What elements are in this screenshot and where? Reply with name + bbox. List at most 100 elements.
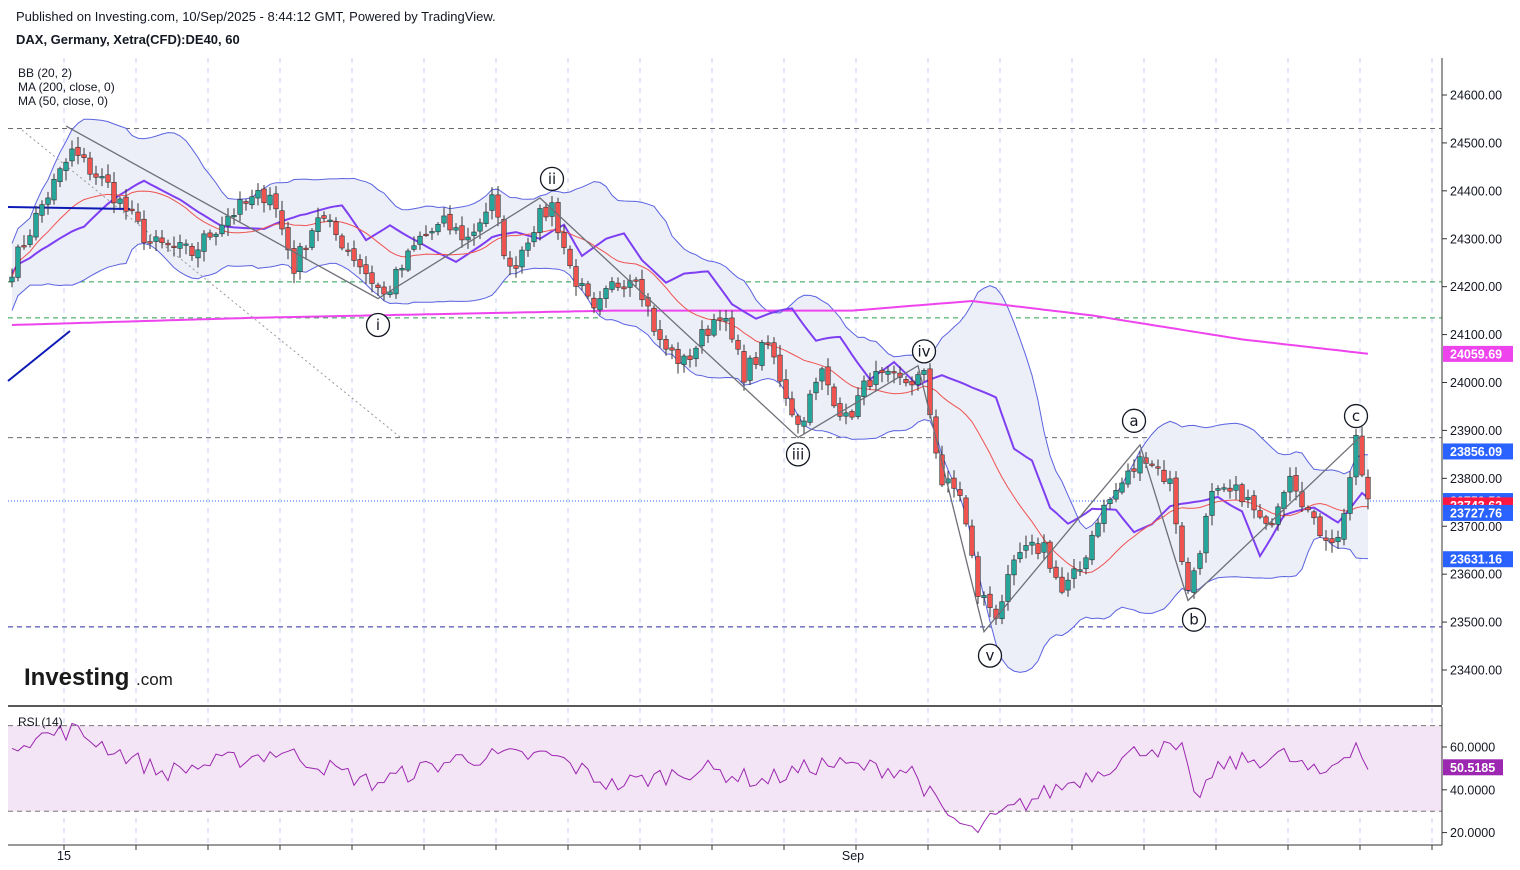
candle (831, 383, 837, 409)
wave-circle (1181, 607, 1207, 632)
wave-circle (1343, 403, 1369, 429)
candle-body (1131, 468, 1137, 472)
candle (75, 137, 81, 165)
candle-body (465, 236, 471, 241)
candle-body (327, 219, 333, 222)
candle-body (591, 297, 597, 309)
candle-body (1281, 492, 1287, 510)
candle (39, 200, 45, 223)
candle-body (771, 342, 777, 358)
candle (1233, 475, 1239, 500)
candle-body (1065, 579, 1071, 591)
investing-logo: Investing .com (24, 664, 173, 691)
candle (369, 265, 375, 293)
wave-circle (365, 312, 391, 338)
candle (1089, 530, 1095, 565)
candle-body (1059, 576, 1065, 593)
candles (9, 137, 1371, 625)
candle (687, 348, 693, 368)
candle (1245, 489, 1251, 508)
candle (675, 342, 681, 374)
price-tick-label: 23400.00 (1450, 664, 1502, 678)
wave-text: iv (917, 342, 930, 360)
candle-body (111, 182, 117, 204)
candle (1317, 513, 1323, 538)
candle-body (1029, 541, 1035, 546)
candle (807, 389, 813, 426)
candle (885, 366, 891, 383)
candle (429, 227, 435, 240)
candle (1239, 482, 1245, 507)
wave-label-ii: ii (539, 166, 565, 192)
candle (597, 291, 603, 316)
candle (447, 205, 453, 235)
candle (879, 366, 885, 383)
candle-body (243, 201, 249, 204)
candle (717, 310, 723, 331)
candle (123, 189, 129, 220)
candle-body (345, 249, 351, 252)
candle-body (459, 225, 465, 241)
candle-body (1317, 516, 1323, 537)
wave-text: v (986, 647, 995, 665)
candle-body (909, 380, 915, 386)
candle-body (129, 208, 135, 212)
candle-body (369, 272, 375, 284)
candle-body (321, 215, 327, 219)
candle (591, 292, 597, 314)
candle (1365, 469, 1371, 510)
candle (237, 191, 243, 222)
candle (213, 232, 219, 246)
price-tick-label: 24100.00 (1450, 328, 1502, 342)
time-tick-label: Sep (842, 849, 864, 863)
candle-body (57, 168, 63, 182)
candle (153, 230, 159, 251)
candle-body (453, 227, 459, 231)
candle-body (1251, 495, 1257, 511)
candle (57, 166, 63, 188)
candle-body (903, 379, 909, 384)
blue-trend-1 (7, 206, 131, 210)
candle (1053, 560, 1059, 580)
candle (135, 203, 141, 225)
price-tick-label: 23900.00 (1450, 424, 1502, 438)
candle-body (609, 281, 615, 290)
candle-body (21, 245, 27, 248)
candle-body (123, 196, 129, 212)
candle (171, 236, 177, 257)
bollinger-lower (11, 242, 1369, 673)
candle-body (153, 236, 159, 242)
candle-body (213, 233, 219, 237)
candle (1059, 567, 1065, 595)
candle (219, 216, 225, 237)
candle-body (1293, 475, 1299, 492)
candle (27, 229, 33, 248)
candle-body (711, 319, 717, 336)
candle-body (159, 237, 165, 243)
candle-body (1053, 566, 1059, 578)
rsi-axis-ticks: 60.0000 40.0000 20.0000 (1442, 741, 1495, 840)
candle-body (9, 276, 15, 283)
candle-body (813, 381, 819, 394)
badge-text: 24059.69 (1450, 347, 1502, 361)
candle-body (429, 231, 435, 234)
candle-body (135, 211, 141, 222)
candle (1197, 550, 1203, 575)
candle (837, 397, 843, 421)
candle-body (1089, 534, 1095, 561)
candle (849, 409, 855, 421)
dotted-trendline (21, 129, 401, 438)
candle (261, 184, 267, 213)
candle-body (417, 235, 423, 245)
wave-label-iii: iii (785, 442, 811, 467)
candle (291, 240, 297, 284)
candle (453, 223, 459, 235)
candle (771, 337, 777, 365)
candle-body (1227, 487, 1233, 492)
wave-label-v: v (977, 643, 1003, 668)
candle (333, 217, 339, 241)
candle (1323, 530, 1329, 551)
candle-body (945, 478, 951, 484)
candle-body (963, 497, 969, 525)
